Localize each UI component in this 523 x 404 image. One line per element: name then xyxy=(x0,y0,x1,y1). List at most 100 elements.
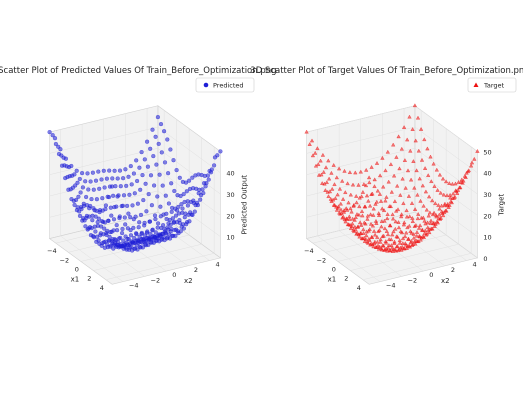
data-point xyxy=(360,236,365,241)
data-point xyxy=(337,186,342,191)
data-point xyxy=(466,168,471,173)
data-point xyxy=(373,201,378,206)
data-point xyxy=(374,199,379,204)
data-point xyxy=(112,168,117,173)
data-point xyxy=(372,241,377,245)
data-point xyxy=(131,217,136,222)
data-point xyxy=(338,207,344,212)
data-point xyxy=(166,171,171,176)
data-point xyxy=(418,237,423,242)
data-point xyxy=(170,216,175,221)
data-point xyxy=(317,172,322,177)
data-point xyxy=(393,219,398,224)
data-point xyxy=(158,204,163,209)
data-point xyxy=(369,165,374,169)
data-point xyxy=(56,151,62,157)
chart-title: 3D Scatter Plot of Predicted Values Of T… xyxy=(0,66,277,76)
data-point xyxy=(85,171,90,176)
data-point xyxy=(422,137,427,142)
data-point xyxy=(166,201,171,206)
data-point xyxy=(338,201,343,206)
data-point xyxy=(63,176,68,181)
data-point xyxy=(100,208,105,213)
data-point xyxy=(423,166,428,170)
data-point xyxy=(152,213,158,218)
data-point xyxy=(410,216,415,220)
data-point xyxy=(100,196,105,201)
x-tick-label: −2 xyxy=(60,256,70,264)
data-point xyxy=(391,247,396,251)
data-point xyxy=(111,193,116,198)
data-point xyxy=(366,236,371,241)
grid-line xyxy=(306,105,415,133)
data-point xyxy=(127,245,132,250)
data-point xyxy=(349,224,354,228)
data-point xyxy=(380,206,385,211)
data-point xyxy=(388,204,393,208)
data-point xyxy=(111,228,116,233)
data-point xyxy=(162,160,168,165)
data-point xyxy=(94,197,99,202)
data-point xyxy=(367,175,372,180)
data-point xyxy=(372,184,377,188)
data-point xyxy=(440,176,446,181)
data-point xyxy=(133,246,138,251)
data-point xyxy=(130,203,135,208)
data-point xyxy=(414,230,420,234)
data-point xyxy=(463,175,468,179)
data-point xyxy=(357,234,362,239)
data-point xyxy=(315,146,320,150)
data-point xyxy=(146,192,151,197)
legend: Target xyxy=(467,77,517,93)
y-tick-label: −4 xyxy=(129,282,139,290)
data-point xyxy=(202,181,207,186)
data-point xyxy=(413,241,418,246)
data-point xyxy=(383,168,388,173)
data-point xyxy=(392,239,397,244)
legend-label: Target xyxy=(483,82,505,90)
data-point xyxy=(131,225,136,230)
data-point xyxy=(185,203,190,208)
data-point xyxy=(367,227,372,231)
data-point xyxy=(406,236,411,241)
data-point xyxy=(414,238,419,243)
data-point xyxy=(416,212,421,216)
data-point xyxy=(93,229,98,234)
z-tick-label: 20 xyxy=(483,212,491,220)
data-point xyxy=(363,204,368,209)
data-point xyxy=(364,229,369,234)
data-point xyxy=(355,230,360,235)
data-point xyxy=(416,148,421,153)
data-point xyxy=(123,222,128,227)
data-point xyxy=(378,237,383,242)
data-point xyxy=(453,181,458,186)
data-point xyxy=(128,215,133,220)
x-tick-label: 0 xyxy=(332,265,336,273)
data-point xyxy=(374,221,379,225)
grid-line xyxy=(414,211,478,259)
data-point xyxy=(365,213,370,218)
data-point xyxy=(200,187,205,192)
data-point xyxy=(183,180,189,185)
data-point xyxy=(438,190,443,195)
data-point xyxy=(75,180,80,185)
data-point xyxy=(107,168,112,173)
z-tick-label: 10 xyxy=(226,234,234,242)
data-point xyxy=(309,138,315,143)
data-point xyxy=(162,129,167,134)
data-point xyxy=(131,171,136,176)
data-point xyxy=(164,211,169,216)
data-point xyxy=(88,203,93,209)
data-point xyxy=(110,184,115,189)
data-point xyxy=(343,219,348,224)
data-point xyxy=(356,212,361,217)
data-point xyxy=(358,169,363,174)
data-point xyxy=(408,240,413,245)
data-point xyxy=(396,134,401,139)
data-point xyxy=(397,166,402,171)
data-point xyxy=(128,164,133,169)
data-point xyxy=(447,181,452,185)
data-point xyxy=(123,167,128,172)
data-point xyxy=(435,188,440,192)
grid-line xyxy=(49,190,158,218)
